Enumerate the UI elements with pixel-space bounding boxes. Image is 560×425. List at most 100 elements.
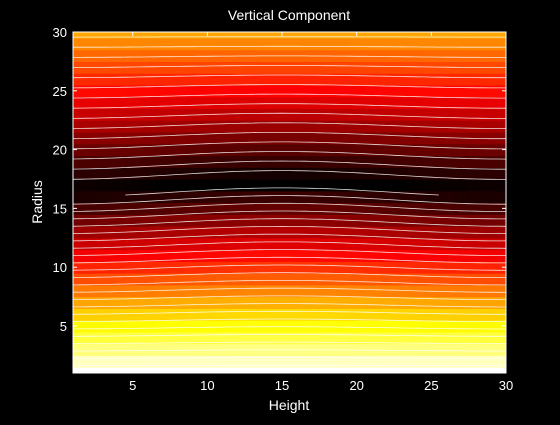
heatmap-cell <box>334 320 350 332</box>
heatmap-cell <box>364 320 380 332</box>
heatmap-cell <box>349 191 365 203</box>
heatmap-cell <box>215 85 231 97</box>
heatmap-cell <box>290 238 306 250</box>
heatmap-cell <box>424 250 440 262</box>
heatmap-cell <box>364 50 380 62</box>
heatmap-cell <box>230 167 246 179</box>
heatmap-cell <box>319 273 335 285</box>
heatmap-cell <box>200 191 216 203</box>
heatmap-cell <box>319 85 335 97</box>
heatmap-cell <box>170 120 186 132</box>
heatmap-cell <box>439 85 455 97</box>
heatmap-cell <box>155 73 171 85</box>
heatmap-cell <box>140 38 156 50</box>
heatmap-cell <box>155 285 171 297</box>
heatmap-cell <box>185 344 201 356</box>
heatmap-cell <box>170 132 186 144</box>
heatmap-cell <box>215 73 231 85</box>
heatmap-cell <box>95 108 111 120</box>
heatmap-cell <box>260 273 276 285</box>
heatmap-cell <box>80 191 96 203</box>
heatmap-cell <box>230 273 246 285</box>
heatmap-cell <box>200 120 216 132</box>
heatmap-cell <box>364 344 380 356</box>
heatmap-cell <box>469 97 485 109</box>
heatmap-cell <box>260 238 276 250</box>
heatmap-cell <box>95 273 111 285</box>
heatmap-cell <box>80 332 96 344</box>
heatmap-cell <box>95 167 111 179</box>
heatmap-cell <box>364 297 380 309</box>
heatmap-cell <box>454 261 470 273</box>
heatmap-cell <box>394 38 410 50</box>
heatmap-cell <box>80 214 96 226</box>
heatmap-cell <box>260 167 276 179</box>
heatmap-cell <box>379 203 395 215</box>
heatmap-cell <box>379 73 395 85</box>
heatmap-cell <box>304 214 320 226</box>
heatmap-cell <box>110 108 126 120</box>
heatmap-cell <box>439 203 455 215</box>
heatmap-cell <box>364 355 380 367</box>
heatmap-cell <box>170 179 186 191</box>
heatmap-cell <box>394 132 410 144</box>
heatmap-cell <box>454 320 470 332</box>
heatmap-cell <box>334 144 350 156</box>
heatmap-cell <box>319 238 335 250</box>
heatmap-cell <box>95 226 111 238</box>
heatmap-cell <box>290 250 306 262</box>
heatmap-cell <box>80 85 96 97</box>
heatmap-cell <box>469 50 485 62</box>
heatmap-cell <box>155 97 171 109</box>
heatmap-cell <box>290 261 306 273</box>
heatmap-cell <box>230 238 246 250</box>
heatmap-cell <box>439 73 455 85</box>
heatmap-cell <box>394 73 410 85</box>
heatmap-cell <box>110 320 126 332</box>
heatmap-cell <box>125 73 141 85</box>
heatmap-cell <box>349 285 365 297</box>
heatmap-cell <box>170 308 186 320</box>
heatmap-cell <box>95 191 111 203</box>
heatmap-cell <box>454 120 470 132</box>
heatmap-cell <box>304 61 320 73</box>
heatmap-cell <box>245 261 261 273</box>
heatmap-cell <box>290 167 306 179</box>
heatmap-cell <box>409 144 425 156</box>
heatmap-cell <box>484 50 500 62</box>
heatmap-cell <box>200 308 216 320</box>
heatmap-cell <box>215 167 231 179</box>
heatmap-cell <box>125 320 141 332</box>
heatmap-cell <box>424 61 440 73</box>
heatmap-cell <box>424 179 440 191</box>
heatmap-cell <box>364 132 380 144</box>
heatmap-cell <box>334 308 350 320</box>
heatmap-cell <box>245 61 261 73</box>
heatmap-cell <box>334 155 350 167</box>
heatmap-cell <box>230 250 246 262</box>
heatmap-cell <box>304 85 320 97</box>
heatmap-cell <box>379 297 395 309</box>
heatmap-cell <box>484 273 500 285</box>
heatmap-cell <box>155 132 171 144</box>
y-tick-label: 30 <box>53 25 67 40</box>
heatmap-cell <box>364 38 380 50</box>
heatmap-cell <box>185 191 201 203</box>
x-tick-label: 15 <box>275 378 289 393</box>
heatmap-cell <box>110 344 126 356</box>
heatmap-cell <box>275 97 291 109</box>
heatmap-cell <box>260 250 276 262</box>
heatmap-cell <box>215 285 231 297</box>
heatmap-cell <box>260 144 276 156</box>
heatmap-cell <box>290 320 306 332</box>
heatmap-cell <box>439 144 455 156</box>
heatmap-cell <box>334 297 350 309</box>
heatmap-cell <box>260 108 276 120</box>
heatmap-cell <box>424 261 440 273</box>
heatmap-cell <box>439 38 455 50</box>
heatmap-cell <box>185 61 201 73</box>
heatmap-cell <box>304 250 320 262</box>
heatmap-cell <box>364 97 380 109</box>
heatmap-cell <box>170 285 186 297</box>
